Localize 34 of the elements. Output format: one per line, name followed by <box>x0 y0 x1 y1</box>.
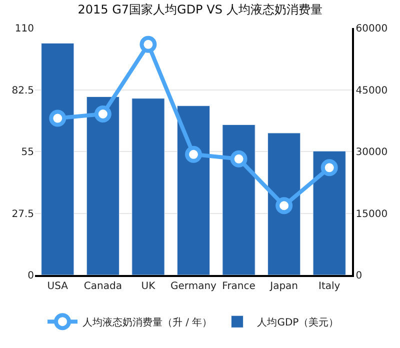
bar <box>222 124 256 275</box>
y-tick-label: 82.5 <box>12 85 34 96</box>
point <box>94 106 112 122</box>
x-tick-label: Canada <box>84 280 122 292</box>
y-tick-label: 110 <box>14 24 34 34</box>
bar <box>86 96 120 275</box>
x-tick-label: France <box>222 280 256 292</box>
point <box>185 146 202 163</box>
point <box>230 150 248 168</box>
chart-title: 2015 G7国家人均GDP VS 人均液态奶消费量 <box>78 2 322 17</box>
legend-label: 人均GDP（美元） <box>257 316 339 329</box>
y2-tick-label: 15000 <box>356 208 388 220</box>
bar <box>312 150 346 275</box>
y-tick-label: 55 <box>21 147 34 158</box>
y-tick-label: 0 <box>28 270 34 282</box>
point <box>276 197 293 214</box>
y2-tick-label: 0 <box>356 270 362 282</box>
y-tick-label: 27.5 <box>12 208 34 220</box>
point <box>320 159 338 176</box>
y2-tick-label: 45000 <box>356 85 388 96</box>
x-tick-label: USA <box>47 280 68 292</box>
bar <box>41 42 74 275</box>
bar <box>268 132 301 275</box>
bar <box>176 106 210 275</box>
point <box>49 110 66 127</box>
y2-tick-label: 60000 <box>356 24 388 34</box>
bar <box>132 98 165 275</box>
y2-tick-label: 30000 <box>356 147 388 158</box>
point <box>140 36 157 53</box>
x-tick-label: UK <box>141 280 156 292</box>
x-tick-label: Japan <box>269 280 298 292</box>
x-tick-label: Italy <box>318 280 340 292</box>
x-tick-label: Germany <box>170 280 217 292</box>
legend-label: 人均液态奶消费量（升 / 年） <box>82 316 212 329</box>
